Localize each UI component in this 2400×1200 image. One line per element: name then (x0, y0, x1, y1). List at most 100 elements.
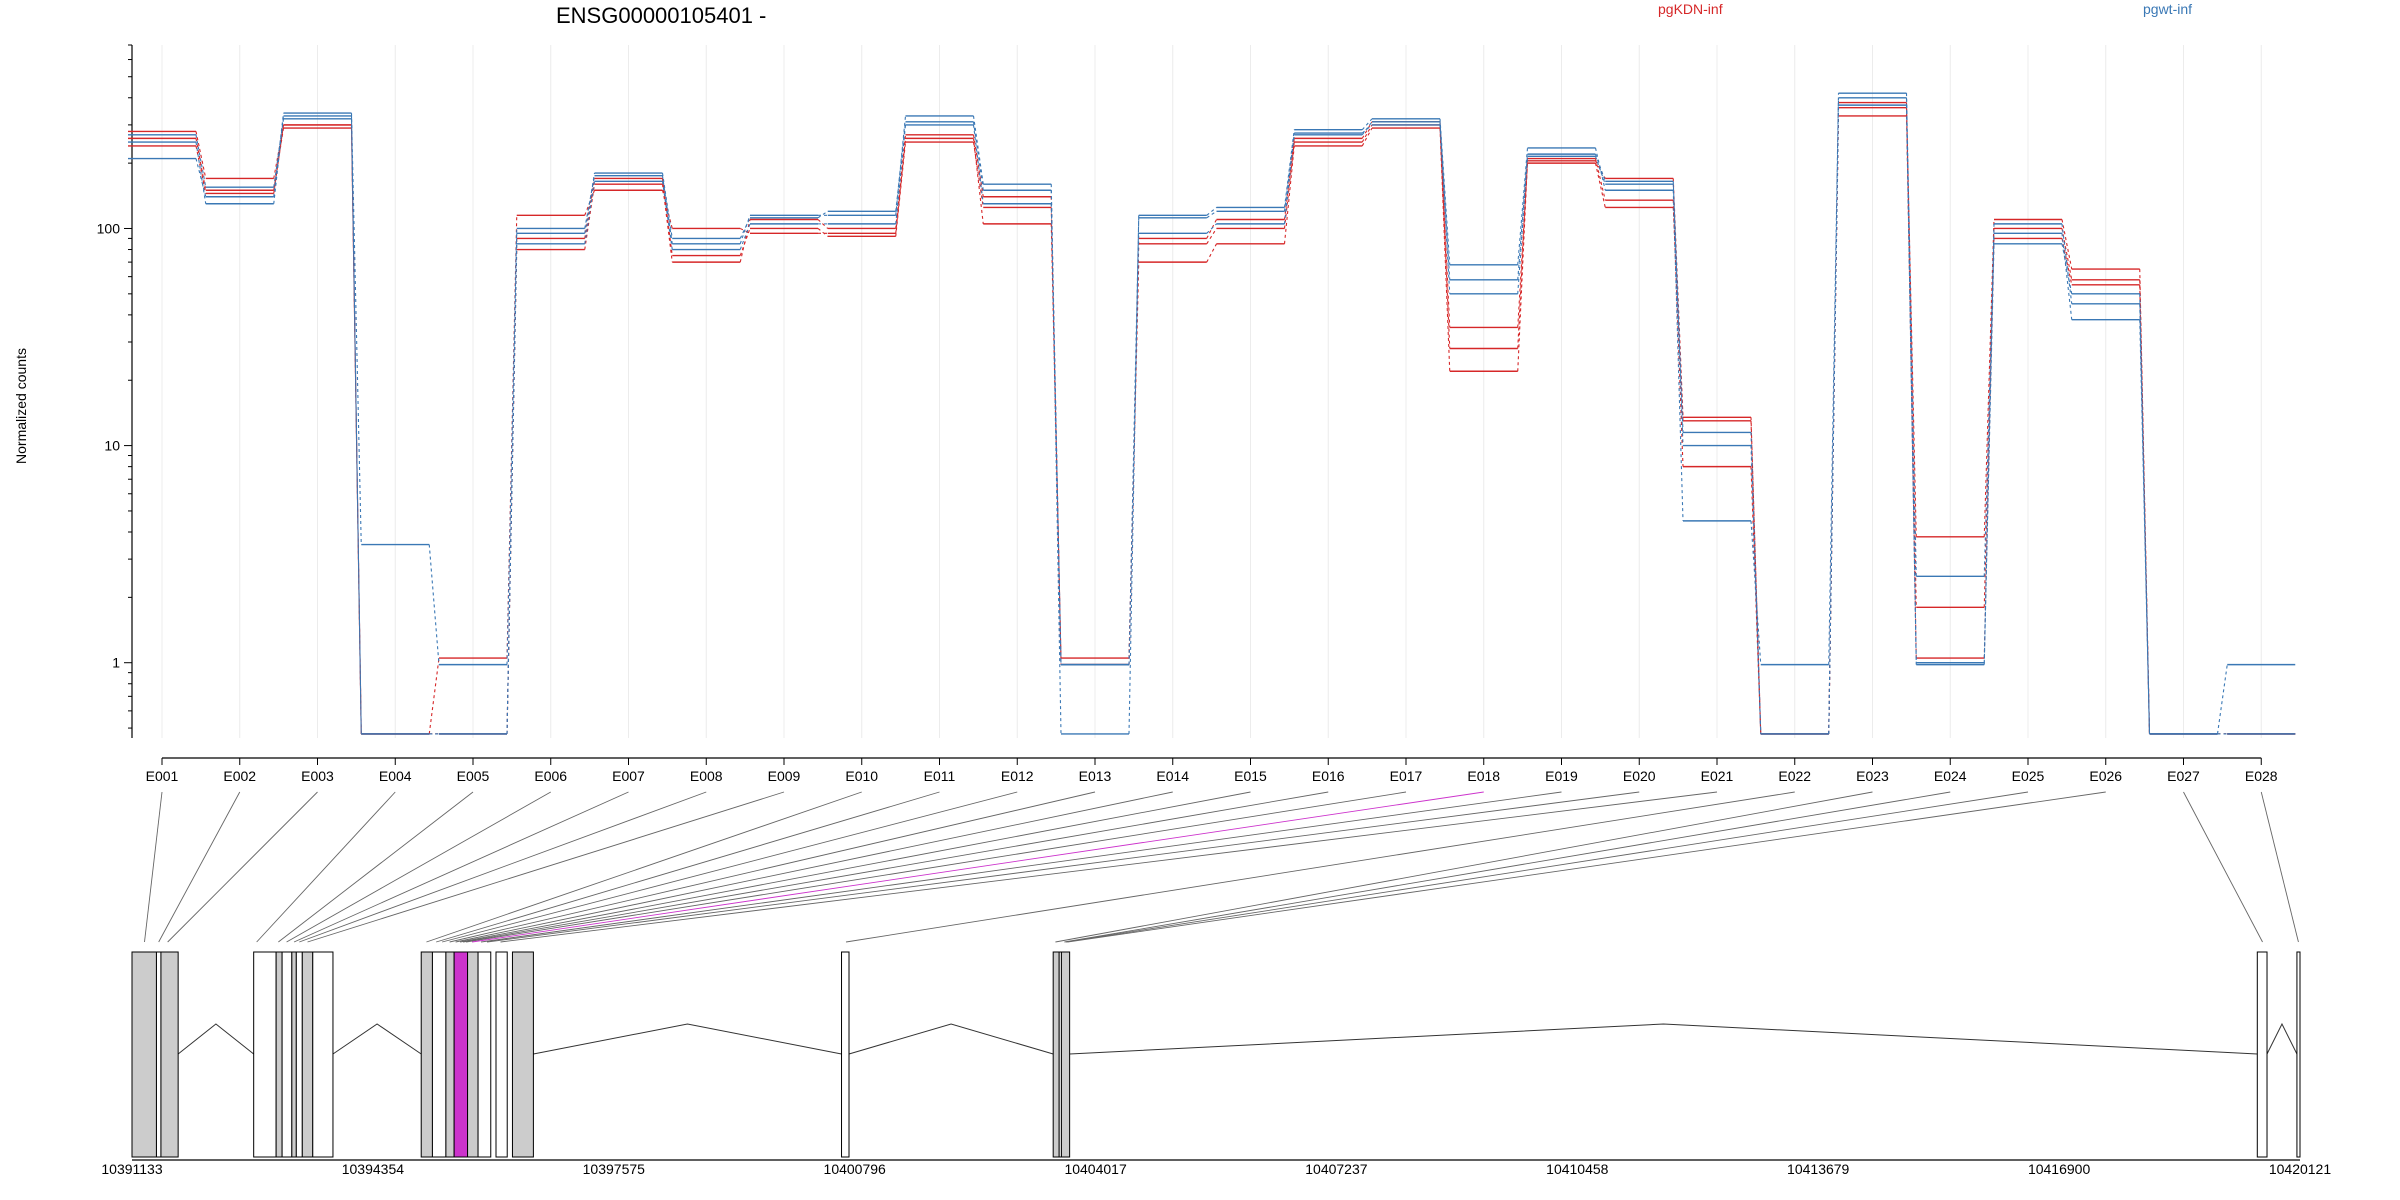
series-connector (584, 172, 596, 234)
genomic-tick-label: 10407237 (1305, 1161, 1368, 1177)
exon-box (431, 951, 447, 1158)
legend-item-pgwt-inf: pgwt-inf (2143, 1, 2192, 17)
gene-model (131, 951, 2301, 1158)
series-connector (1983, 243, 1995, 663)
exon-box (301, 951, 314, 1158)
y-axis: 1 10 100 (97, 44, 133, 738)
exon-box (2256, 951, 2268, 1158)
y-tick-label: 100 (97, 220, 121, 236)
series-connector (1206, 207, 1217, 216)
series-connector (1672, 190, 1684, 521)
exon-link-e026 (1067, 791, 2106, 943)
series-connector (1672, 181, 1684, 446)
series-connector (1439, 121, 1451, 280)
series-connector (1283, 129, 1295, 208)
series-connector (1128, 233, 1140, 665)
series-pgwt-inf-4 (128, 92, 2296, 735)
exon-box (2296, 951, 2301, 1158)
series-connector (1983, 219, 1995, 537)
series-connector (817, 210, 829, 219)
exon-link-e011 (436, 791, 940, 943)
series-connector (895, 115, 907, 216)
exon-box (281, 951, 293, 1158)
genomic-tick-label: 10391133 (101, 1161, 162, 1177)
x-tick-label-e023: E023 (1856, 768, 1889, 784)
series-connector (1594, 163, 1606, 208)
intron-line (177, 1023, 254, 1055)
x-tick-label-e001: E001 (146, 768, 179, 784)
exon-box (160, 951, 179, 1158)
series-connector (1050, 203, 1062, 665)
genomic-tick-label: 10413679 (1787, 1161, 1850, 1177)
exon-link-e010 (426, 791, 862, 943)
x-tick-label-e022: E022 (1778, 768, 1811, 784)
series-connector (2061, 219, 2073, 270)
x-tick-label-e026: E026 (2089, 768, 2122, 784)
x-tick-label-e005: E005 (457, 768, 490, 784)
series-connector (739, 217, 751, 239)
series-connector (1594, 153, 1606, 182)
genomic-axis: 10391133 10394354 10397575 10400796 10404017… (101, 1159, 2331, 1177)
series-connector (1594, 158, 1606, 201)
series-connector (1517, 156, 1529, 294)
x-tick-label-e004: E004 (379, 768, 412, 784)
x-axis: E001 E002 E003 E004 E005 E006 E007 E008 E009 E010… (146, 757, 2278, 784)
series-connector (1828, 105, 1840, 734)
series-connector (2061, 233, 2073, 320)
x-tick-label-e021: E021 (1701, 768, 1734, 784)
series-connector (972, 124, 984, 204)
exon-link-e009 (307, 791, 785, 943)
exon-link-e023 (1055, 791, 1873, 943)
series-connector (895, 142, 907, 237)
x-tick-label-e010: E010 (845, 768, 878, 784)
exon-box (420, 951, 433, 1158)
series-connector (584, 181, 596, 244)
series-connector (1206, 210, 1217, 219)
series-connector (195, 141, 207, 204)
series-connector (972, 121, 984, 191)
grid-lines (161, 45, 2262, 738)
series-connector (195, 134, 207, 188)
exon-box (131, 951, 157, 1158)
series-connector (817, 228, 829, 237)
series-connector (2061, 223, 2073, 304)
series-connector (1439, 118, 1451, 265)
series-connector (1361, 124, 1373, 134)
intron-line (848, 1023, 1054, 1055)
legend-item-pgkdn-inf: pgKDN-inf (1658, 1, 1723, 17)
exon-link-e003 (167, 791, 318, 943)
exon-link-e027 (2183, 791, 2263, 943)
series-connector (2139, 293, 2151, 734)
series-connector (506, 228, 518, 665)
intron-line (2266, 1022, 2298, 1055)
x-tick-label-e009: E009 (768, 768, 801, 784)
exon-box (1052, 951, 1060, 1158)
exon-link-e015 (460, 791, 1251, 943)
x-tick-label-e012: E012 (1001, 768, 1034, 784)
y-tick-label: 10 (104, 438, 120, 454)
series-connector (195, 145, 207, 194)
exon-link-e004 (256, 791, 396, 943)
exon-box (495, 951, 508, 1158)
series-connector (1206, 243, 1217, 263)
series-connector (972, 142, 984, 208)
genomic-tick-label: 10410458 (1546, 1161, 1609, 1177)
series-connector (895, 134, 907, 229)
series-pgkdn-inf-3 (128, 101, 2296, 735)
series-connector (1750, 432, 1762, 734)
series-connector (1750, 417, 1762, 734)
x-tick-label-e008: E008 (690, 768, 723, 784)
x-tick-label-e025: E025 (2012, 768, 2045, 784)
series-connector (1594, 147, 1606, 191)
exon-link-e019 (480, 791, 1562, 943)
exon-box (511, 951, 534, 1158)
series-connector (1128, 215, 1140, 734)
exon-link-e017 (466, 791, 1407, 943)
exon-link-e028 (2260, 791, 2299, 943)
intron-line (332, 1023, 422, 1055)
x-tick-label-e006: E006 (534, 768, 567, 784)
series-connector (739, 219, 751, 263)
series-connector (1283, 145, 1295, 244)
x-tick-label-e027: E027 (2167, 768, 2200, 784)
